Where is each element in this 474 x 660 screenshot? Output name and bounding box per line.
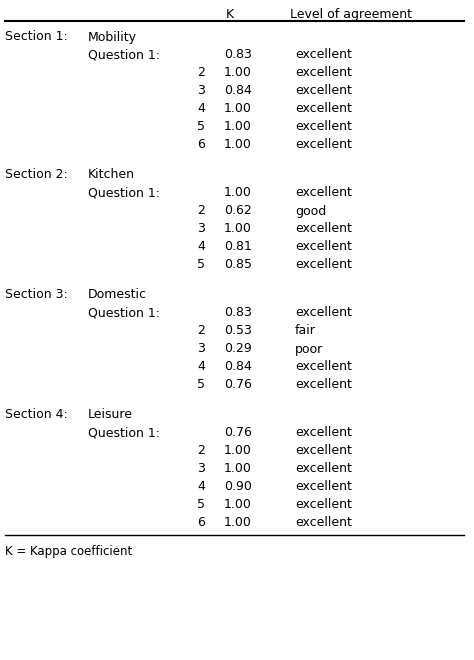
Text: 2: 2 <box>197 205 205 218</box>
Text: 0.83: 0.83 <box>224 48 252 61</box>
Text: 4: 4 <box>197 480 205 494</box>
Text: Question 1:: Question 1: <box>88 48 160 61</box>
Text: excellent: excellent <box>295 498 352 512</box>
Text: 1.00: 1.00 <box>224 498 252 512</box>
Text: 0.62: 0.62 <box>224 205 252 218</box>
Text: excellent: excellent <box>295 139 352 152</box>
Text: 6: 6 <box>197 517 205 529</box>
Text: 6: 6 <box>197 139 205 152</box>
Text: excellent: excellent <box>295 187 352 199</box>
Text: K: K <box>226 8 234 21</box>
Text: good: good <box>295 205 326 218</box>
Text: 1.00: 1.00 <box>224 187 252 199</box>
Text: excellent: excellent <box>295 480 352 494</box>
Text: 5: 5 <box>197 259 205 271</box>
Text: fair: fair <box>295 325 316 337</box>
Text: 1.00: 1.00 <box>224 517 252 529</box>
Text: Section 3:: Section 3: <box>5 288 68 302</box>
Text: Section 4:: Section 4: <box>5 409 68 422</box>
Text: excellent: excellent <box>295 463 352 475</box>
Text: excellent: excellent <box>295 48 352 61</box>
Text: 5: 5 <box>197 378 205 391</box>
Text: 1.00: 1.00 <box>224 444 252 457</box>
Text: 0.81: 0.81 <box>224 240 252 253</box>
Text: 0.90: 0.90 <box>224 480 252 494</box>
Text: 3: 3 <box>197 222 205 236</box>
Text: 4: 4 <box>197 360 205 374</box>
Text: excellent: excellent <box>295 102 352 115</box>
Text: 0.85: 0.85 <box>224 259 252 271</box>
Text: excellent: excellent <box>295 84 352 98</box>
Text: 1.00: 1.00 <box>224 67 252 79</box>
Text: 3: 3 <box>197 343 205 356</box>
Text: excellent: excellent <box>295 121 352 133</box>
Text: 0.84: 0.84 <box>224 360 252 374</box>
Text: 2: 2 <box>197 325 205 337</box>
Text: Question 1:: Question 1: <box>88 306 160 319</box>
Text: 0.53: 0.53 <box>224 325 252 337</box>
Text: excellent: excellent <box>295 444 352 457</box>
Text: 4: 4 <box>197 240 205 253</box>
Text: Question 1:: Question 1: <box>88 426 160 440</box>
Text: 4: 4 <box>197 102 205 115</box>
Text: excellent: excellent <box>295 378 352 391</box>
Text: K = Kappa coefficient: K = Kappa coefficient <box>5 545 132 558</box>
Text: 5: 5 <box>197 498 205 512</box>
Text: 1.00: 1.00 <box>224 222 252 236</box>
Text: 1.00: 1.00 <box>224 102 252 115</box>
Text: Question 1:: Question 1: <box>88 187 160 199</box>
Text: 0.84: 0.84 <box>224 84 252 98</box>
Text: Mobility: Mobility <box>88 30 137 44</box>
Text: Kitchen: Kitchen <box>88 168 135 182</box>
Text: Leisure: Leisure <box>88 409 133 422</box>
Text: excellent: excellent <box>295 426 352 440</box>
Text: Level of agreement: Level of agreement <box>290 8 412 21</box>
Text: excellent: excellent <box>295 360 352 374</box>
Text: 0.76: 0.76 <box>224 426 252 440</box>
Text: 3: 3 <box>197 84 205 98</box>
Text: excellent: excellent <box>295 259 352 271</box>
Text: Domestic: Domestic <box>88 288 147 302</box>
Text: 0.76: 0.76 <box>224 378 252 391</box>
Text: 0.29: 0.29 <box>224 343 252 356</box>
Text: 2: 2 <box>197 444 205 457</box>
Text: 1.00: 1.00 <box>224 463 252 475</box>
Text: excellent: excellent <box>295 306 352 319</box>
Text: 1.00: 1.00 <box>224 121 252 133</box>
Text: Section 2:: Section 2: <box>5 168 68 182</box>
Text: excellent: excellent <box>295 517 352 529</box>
Text: 1.00: 1.00 <box>224 139 252 152</box>
Text: excellent: excellent <box>295 222 352 236</box>
Text: 2: 2 <box>197 67 205 79</box>
Text: poor: poor <box>295 343 323 356</box>
Text: Section 1:: Section 1: <box>5 30 68 44</box>
Text: 0.83: 0.83 <box>224 306 252 319</box>
Text: excellent: excellent <box>295 67 352 79</box>
Text: excellent: excellent <box>295 240 352 253</box>
Text: 5: 5 <box>197 121 205 133</box>
Text: 3: 3 <box>197 463 205 475</box>
